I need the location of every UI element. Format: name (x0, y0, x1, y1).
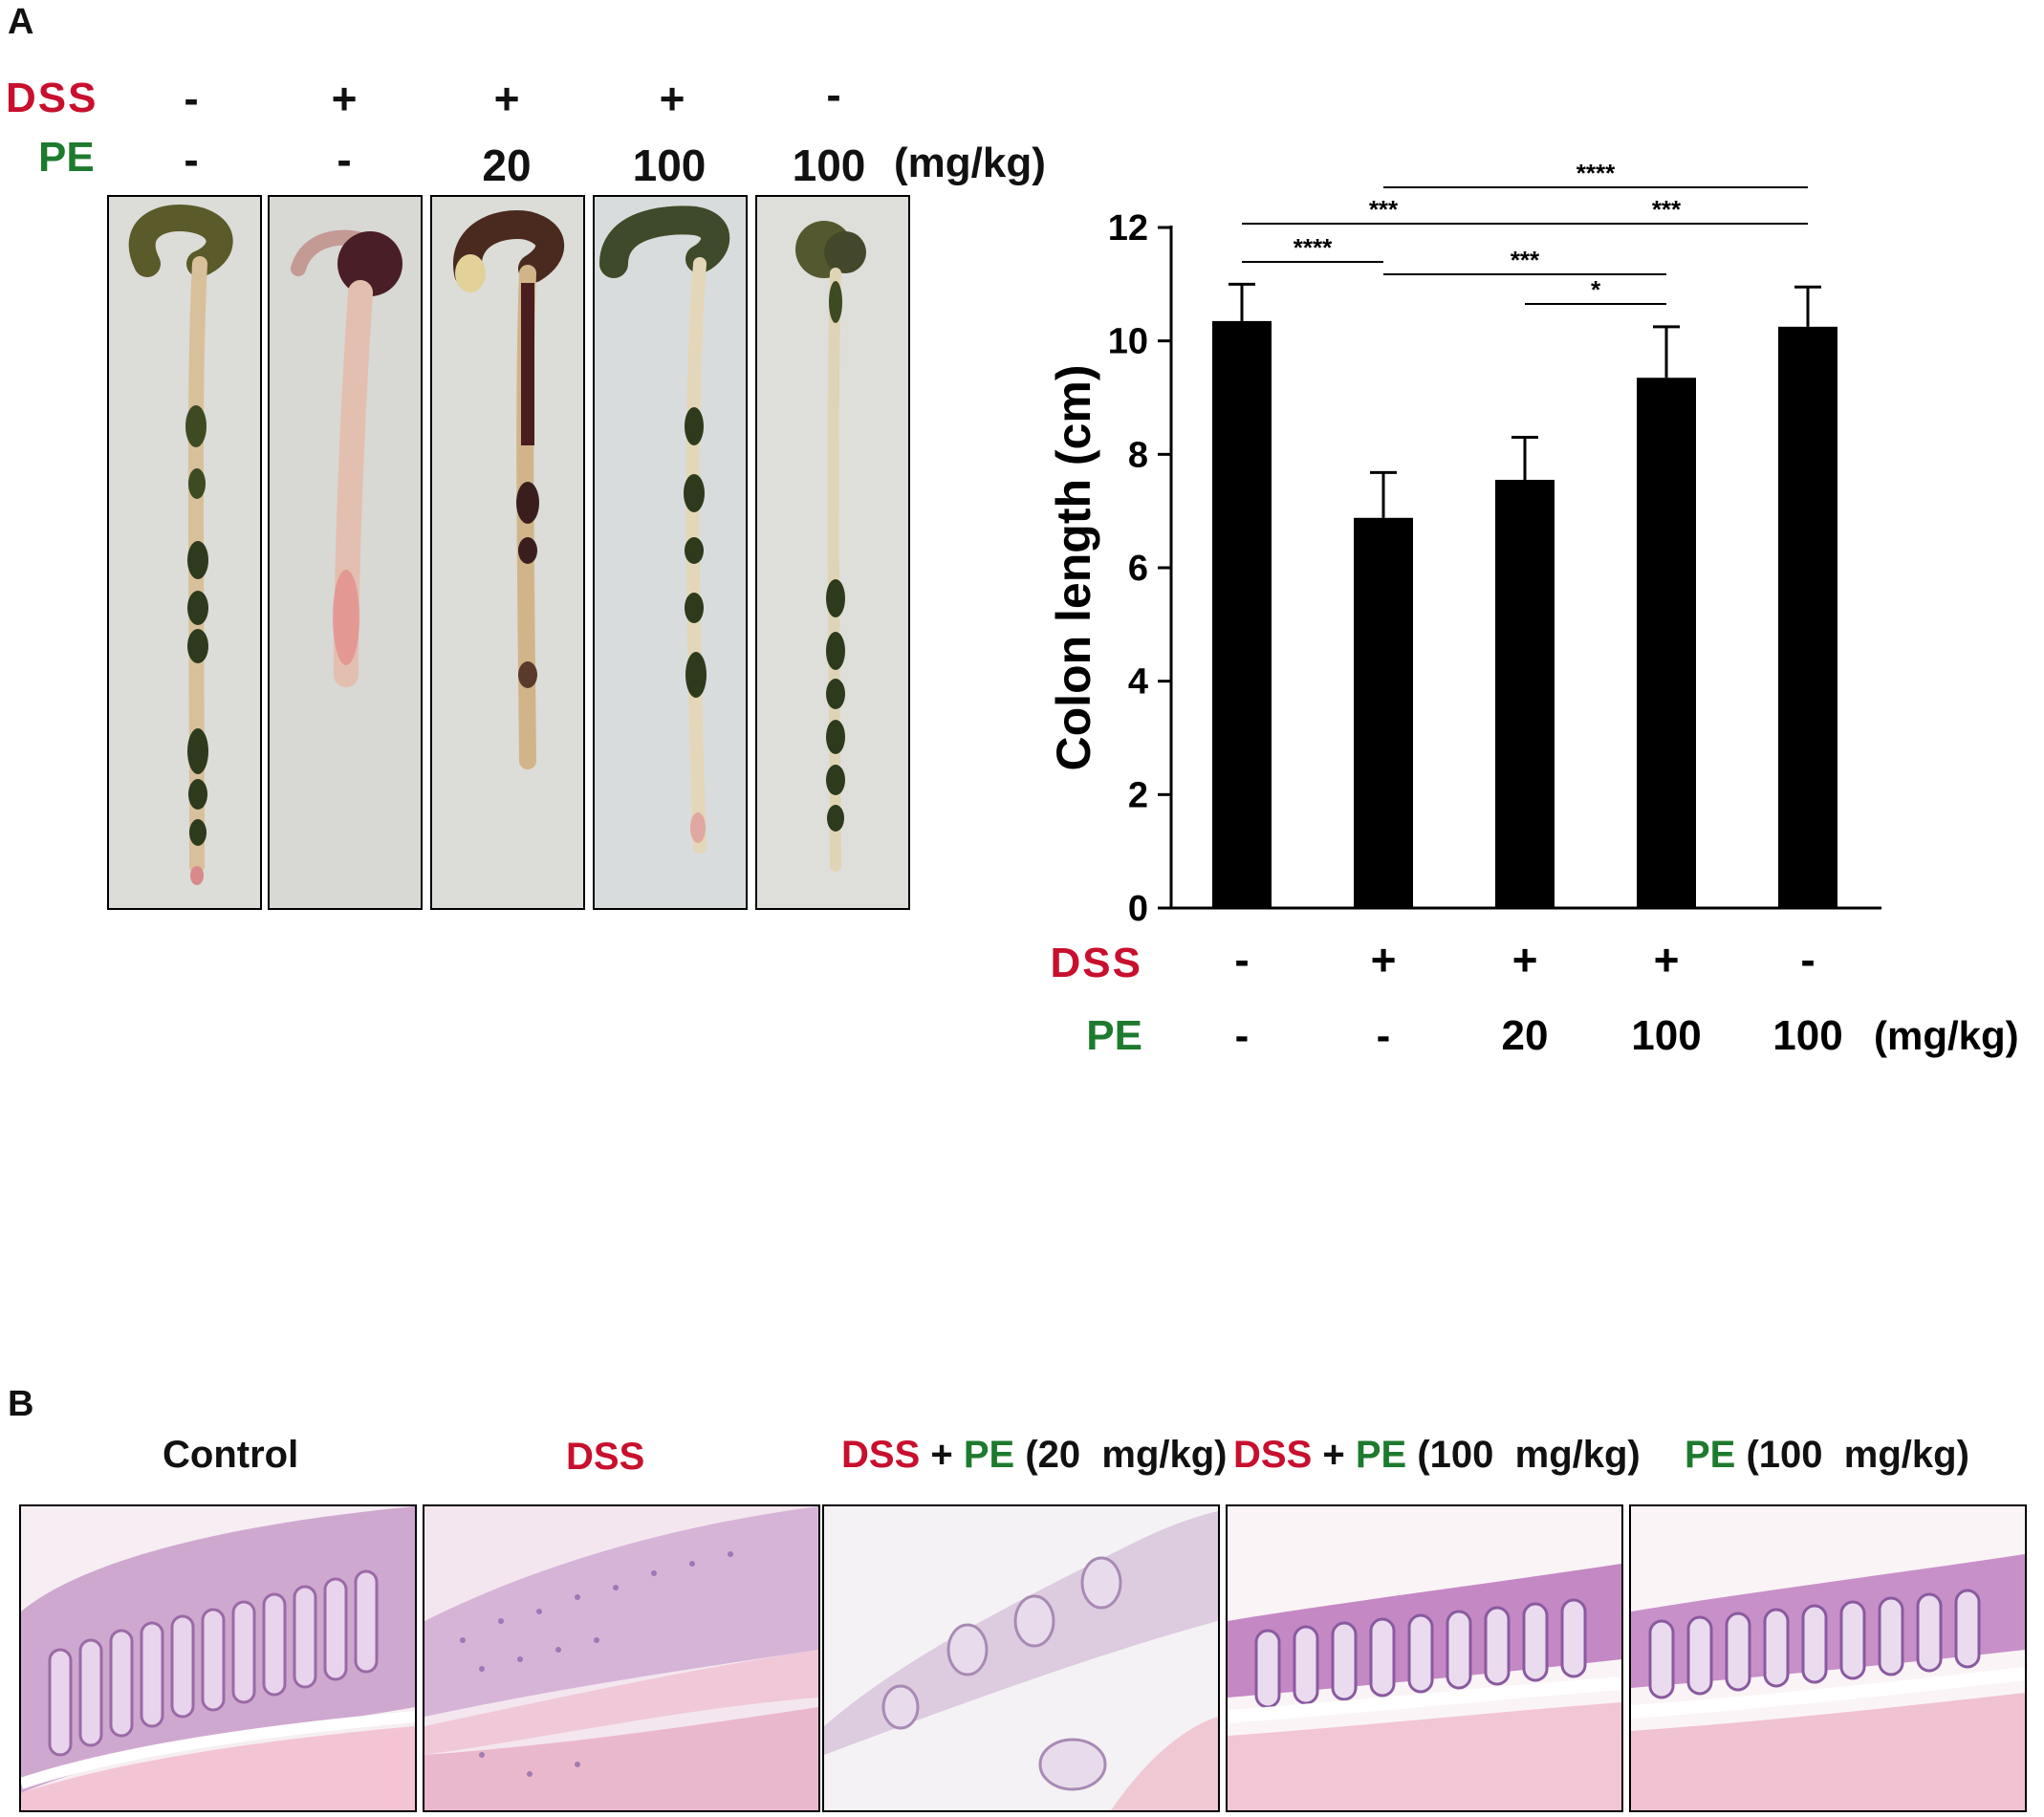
title-dss-text: DSS (841, 1434, 921, 1476)
x-pe-dose: 100 (1772, 1012, 1842, 1059)
x-dss-symbol: - (1800, 935, 1815, 984)
x-dss-symbol: + (1654, 935, 1680, 984)
x-dss-symbol: + (1371, 935, 1397, 984)
bar (1354, 517, 1413, 908)
x-pe-dose: - (1377, 1012, 1391, 1059)
title-dss-text: DSS (1233, 1434, 1313, 1476)
histology-title-dss-pe20: DSS + PE (20 mg/kg) (841, 1434, 1228, 1477)
significance-label: *** (1652, 195, 1682, 224)
header-dss-symbol: - (826, 70, 841, 119)
header-unit: (mg/kg) (894, 140, 1046, 186)
title-control-text: Control (163, 1434, 299, 1476)
y-axis-title: Colon length (cm) (1047, 365, 1100, 771)
title-dose-text: (20 mg/kg) (1025, 1434, 1228, 1476)
histology-title-pe100: PE (100 mg/kg) (1685, 1434, 1969, 1477)
y-tick-label: 4 (1128, 662, 1148, 703)
header-pe-dose: 100 (632, 141, 707, 190)
x-dss-symbol: + (1512, 935, 1538, 984)
header-pe-label: PE (38, 134, 95, 181)
title-pe-text: PE (1685, 1434, 1736, 1476)
header-pe-dose: 100 (792, 141, 866, 190)
colon-photo-control (107, 195, 262, 910)
histology-title-dss-pe100: DSS + PE (100 mg/kg) (1233, 1434, 1641, 1477)
significance-label: **** (1576, 159, 1616, 187)
colon-photo-dss-pe100 (593, 195, 748, 910)
histology-image-dss-pe20 (822, 1504, 1220, 1812)
title-dose-text: (100 mg/kg) (1746, 1434, 1969, 1476)
x-dss-symbol: - (1234, 935, 1249, 984)
x-pe-dose: 100 (1631, 1012, 1701, 1059)
bar (1212, 320, 1272, 908)
header-dss-symbol: - (184, 74, 199, 123)
histology-image-pe100 (1629, 1504, 2027, 1812)
header-dss-symbol: + (493, 74, 520, 123)
y-tick-label: 6 (1128, 549, 1148, 589)
x-pe-label: PE (1086, 1012, 1142, 1059)
header-pe-dose: - (337, 135, 352, 184)
significance-label: **** (1294, 233, 1333, 262)
bar (1637, 378, 1696, 908)
x-dss-label: DSS (1051, 940, 1142, 986)
bar (1495, 480, 1555, 908)
x-pe-dose: - (1235, 1012, 1250, 1059)
title-plus: + (1322, 1434, 1345, 1476)
header-dss-symbol: + (659, 74, 685, 123)
header-dss-symbol: + (331, 74, 358, 123)
header-dss-label: DSS (6, 75, 98, 121)
title-pe-text: PE (963, 1434, 1015, 1476)
bar (1778, 326, 1837, 908)
title-plus: + (930, 1434, 953, 1476)
x-unit-label: (mg/kg) (1874, 1013, 2019, 1058)
y-tick-label: 0 (1128, 889, 1148, 929)
panel-b-letter: B (8, 1384, 34, 1424)
header-pe-dose: - (184, 135, 199, 184)
header-pe-dose: 20 (482, 141, 532, 190)
x-pe-dose: 20 (1502, 1012, 1549, 1059)
significance-label: *** (1369, 195, 1399, 224)
significance-label: * (1591, 275, 1601, 304)
y-tick-label: 2 (1128, 775, 1148, 815)
histology-image-dss (423, 1504, 820, 1812)
title-dose-text: (100 mg/kg) (1417, 1434, 1641, 1476)
colon-photo-pe100 (755, 195, 910, 910)
y-tick-label: 10 (1108, 322, 1148, 362)
significance-label: *** (1511, 246, 1540, 274)
title-dss-text: DSS (566, 1436, 645, 1478)
histology-title-dss: DSS (566, 1436, 644, 1479)
y-tick-label: 12 (1108, 208, 1148, 249)
histology-image-control (19, 1504, 417, 1812)
title-pe-text: PE (1355, 1434, 1407, 1476)
histology-image-dss-pe100 (1226, 1504, 1623, 1812)
y-tick-label: 8 (1128, 435, 1148, 475)
panel-a-letter: A (8, 2, 34, 42)
colon-photo-dss (268, 195, 423, 910)
colon-photo-dss-pe20 (430, 195, 585, 910)
histology-title-control: Control (163, 1434, 298, 1477)
